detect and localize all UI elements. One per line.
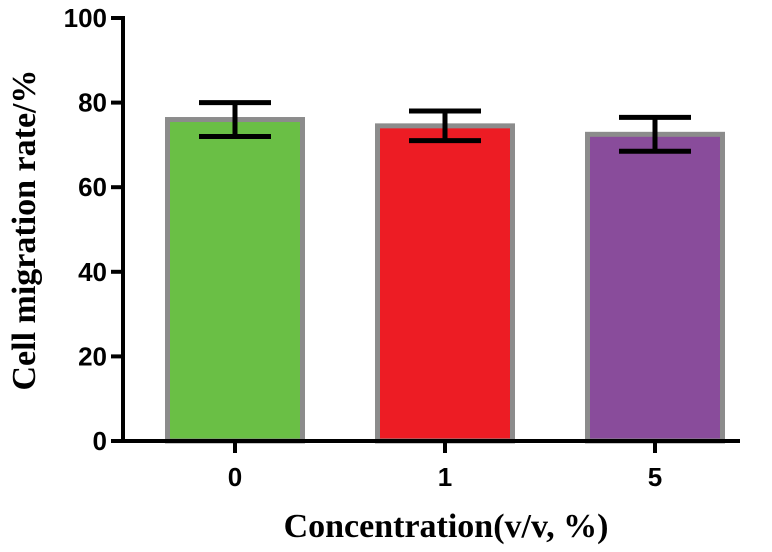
- bars-group: [165, 117, 725, 444]
- y-tick-label-40: 40: [78, 257, 107, 287]
- bar-1: [375, 123, 515, 444]
- error-bars-group: [199, 100, 691, 154]
- x-tick-label-0: 0: [228, 462, 242, 492]
- axes-group: 0 1 5 0 20 40 60 80 100: [64, 3, 740, 492]
- y-tick-label-0: 0: [93, 426, 107, 456]
- x-tick-label-1: 1: [438, 462, 452, 492]
- bar-0: [165, 117, 305, 444]
- y-tick-label-20: 20: [78, 341, 107, 371]
- x-tick-label-5: 5: [648, 462, 662, 492]
- y-tick-label-100: 100: [64, 3, 107, 33]
- x-axis-title: Concentration(v/v, %): [284, 508, 609, 545]
- y-tick-label-80: 80: [78, 88, 107, 118]
- y-tick-label-60: 60: [78, 172, 107, 202]
- y-axis-title: Cell migration rate/%: [6, 69, 43, 390]
- bar-5: [585, 131, 725, 444]
